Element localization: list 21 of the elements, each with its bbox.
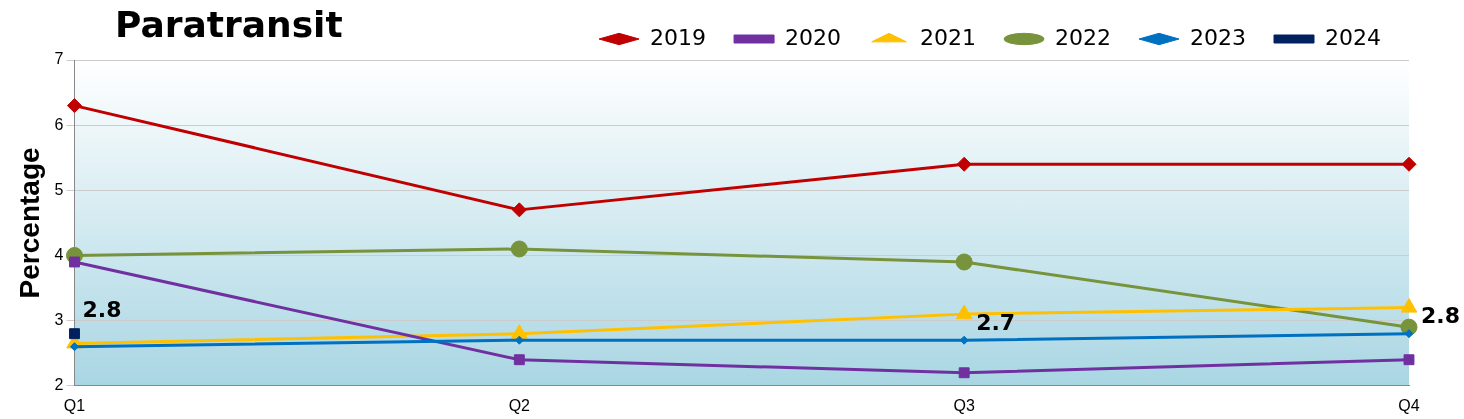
data-label: 2.8 [1421,303,1460,329]
y-tick-label: 3 [54,311,64,329]
x-tick-label: Q2 [508,396,531,414]
data-label: 2.7 [976,309,1016,335]
legend-label: 2022 [1055,24,1112,50]
x-tick-label: Q4 [1398,396,1420,414]
legend-label: 2023 [1190,24,1247,50]
y-tick-label: 4 [54,245,64,263]
y-tick-label: 6 [54,115,64,133]
y-tick-label: 5 [54,180,64,198]
y-axis-title: Percentage [13,147,45,299]
x-tick-label: Q3 [953,396,975,414]
legend-label: 2021 [920,24,977,50]
x-tick-label: Q1 [63,396,86,414]
y-tick-label: 7 [54,50,64,68]
legend-label: 2020 [785,24,842,50]
chart-title: Paratransit [115,4,343,45]
data-label: 2.8 [82,297,122,323]
y-tick-label: 2 [54,376,64,394]
legend-label: 2024 [1325,24,1382,50]
legend-label: 2019 [650,24,707,50]
